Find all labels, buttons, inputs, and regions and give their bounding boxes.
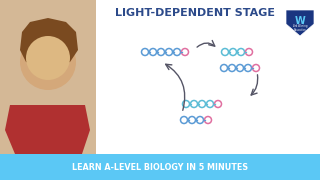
Text: LEARN A-LEVEL BIOLOGY IN 5 MINUTES: LEARN A-LEVEL BIOLOGY IN 5 MINUTES	[72, 163, 248, 172]
Polygon shape	[286, 10, 314, 36]
Bar	[0, 154, 320, 180]
Polygon shape	[5, 105, 90, 154]
Text: LIGHT-DEPENDENT STAGE: LIGHT-DEPENDENT STAGE	[115, 8, 275, 18]
Polygon shape	[20, 18, 78, 68]
Bar	[0, 0, 98, 154]
Text: York Woning
Education: York Woning Education	[292, 24, 308, 32]
Circle shape	[26, 36, 70, 80]
Circle shape	[20, 34, 76, 90]
Bar	[96, 0, 320, 154]
Text: W: W	[295, 16, 305, 26]
